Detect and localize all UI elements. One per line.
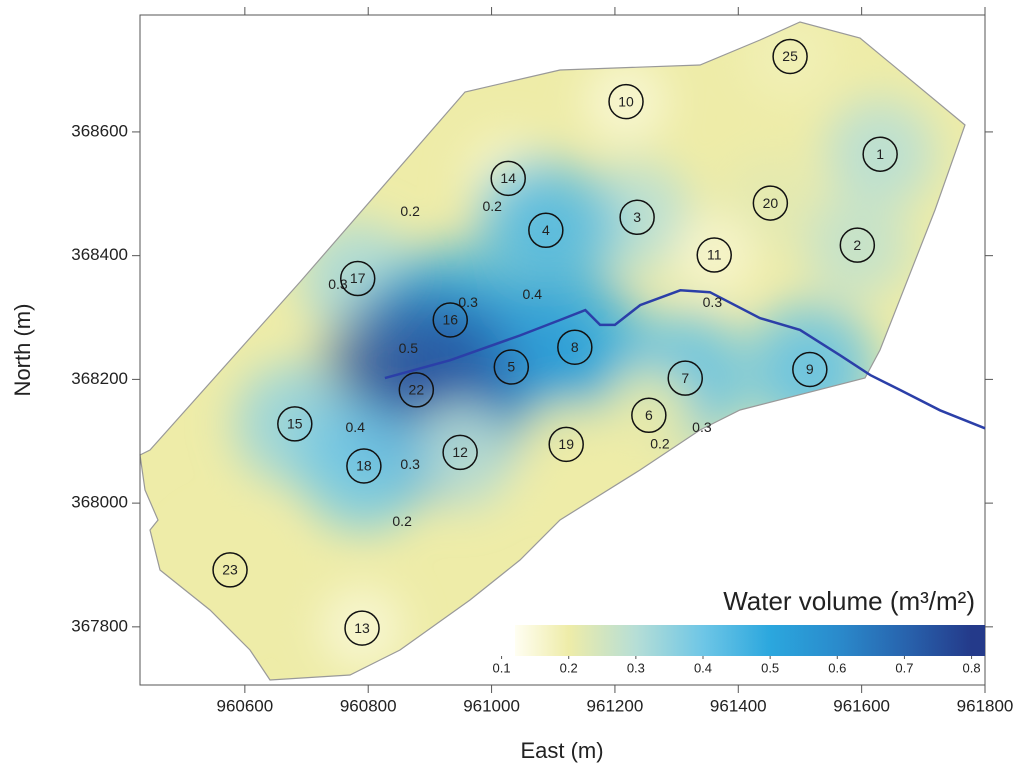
well-marker (528, 212, 564, 249)
x-tick-label: 961000 (463, 696, 520, 715)
well-label: 2 (853, 237, 861, 253)
field (140, 22, 965, 680)
well-label: 11 (707, 247, 722, 263)
y-axis-title: North (m) (10, 304, 35, 397)
colorbar-tick-label: 0.7 (895, 660, 913, 675)
colorbar-tick-label: 0.3 (627, 660, 645, 675)
well-marker (608, 83, 644, 120)
well-marker (792, 351, 828, 388)
x-axis-title: East (m) (520, 738, 603, 763)
area-boundary (139, 21, 966, 681)
well-marker (772, 38, 808, 75)
well-marker (490, 160, 526, 197)
x-tick-label: 960800 (340, 696, 397, 715)
colorbar-tick-label: 0.2 (560, 660, 578, 675)
well-label: 20 (763, 195, 779, 211)
well-label: 5 (507, 359, 515, 375)
x-tick-label: 961800 (957, 696, 1014, 715)
well-marker (631, 397, 667, 434)
contour-label: 0.2 (650, 436, 670, 452)
well-marker (432, 302, 468, 338)
well-label: 14 (500, 170, 516, 186)
well-label: 25 (782, 48, 798, 64)
well-marker (493, 349, 530, 385)
well-label: 1 (876, 146, 884, 162)
well-marker (442, 434, 478, 471)
colorbar (515, 625, 985, 656)
colorbar-tick-label: 0.4 (694, 660, 712, 675)
x-tick-label: 961400 (710, 696, 767, 715)
field-blob (504, 382, 629, 507)
well-label: 19 (558, 436, 574, 452)
colorbar-title: Water volume (m³/m²) (723, 586, 975, 616)
contour-label: 0.3 (458, 294, 478, 310)
well-marker (557, 329, 593, 365)
well-label: 13 (354, 620, 370, 636)
well-label: 22 (409, 382, 425, 398)
well-marker (548, 426, 584, 463)
well-marker (398, 372, 435, 408)
well-marker (344, 610, 380, 646)
well-marker (346, 448, 382, 484)
well-label: 10 (618, 93, 634, 109)
x-tick-label: 961200 (587, 696, 644, 715)
colorbar-tick-label: 0.8 (963, 660, 981, 675)
well-label: 7 (681, 370, 689, 386)
well-marker (339, 260, 376, 297)
well-label: 3 (633, 209, 641, 225)
contour-label: 0.4 (523, 286, 543, 302)
colorbar-tick-label: 0.1 (493, 660, 511, 675)
field-blob (657, 198, 771, 312)
well-marker (752, 185, 789, 221)
well-label: 15 (287, 416, 303, 432)
colorbar-tick-label: 0.6 (828, 660, 846, 675)
field-blob (570, 46, 682, 158)
colorbar-tick-label: 0.5 (761, 660, 779, 675)
plot-frame (139, 14, 986, 686)
well-marker (839, 227, 876, 263)
well-label: 12 (452, 444, 468, 460)
field-blob (279, 381, 448, 550)
well-label: 18 (356, 458, 372, 474)
y-tick-label: 368000 (71, 493, 128, 512)
well-marker (667, 360, 703, 396)
well-marker (619, 199, 655, 236)
contour-label: 0.5 (399, 340, 419, 356)
field-blobs (168, 22, 954, 680)
x-tick-label: 961600 (833, 696, 890, 715)
contour-label: 0.3 (692, 419, 712, 435)
y-tick-label: 368200 (71, 369, 128, 388)
contour-label: 0.2 (400, 203, 420, 219)
well-label: 16 (442, 312, 458, 328)
well-marker (277, 406, 313, 442)
well-label: 6 (645, 407, 653, 423)
contour-label: 0.3 (400, 456, 420, 472)
well-marker (212, 552, 248, 588)
y-tick-label: 367800 (71, 616, 128, 635)
contour-label: 0.2 (392, 513, 412, 529)
field-blob (786, 174, 929, 316)
well-marker (696, 237, 732, 273)
well-marker (862, 136, 898, 172)
well-label: 17 (350, 270, 366, 286)
contour-label: 0.2 (482, 198, 502, 214)
contour-label: 0.4 (346, 419, 366, 435)
well-label: 23 (222, 562, 238, 578)
y-tick-label: 368600 (71, 121, 128, 140)
river (384, 289, 986, 430)
y-tick-label: 368400 (71, 245, 128, 264)
x-tick-label: 960600 (216, 696, 273, 715)
well-label: 8 (571, 339, 579, 355)
contour-label: 0.3 (703, 294, 723, 310)
well-label: 9 (806, 361, 814, 377)
well-label: 4 (542, 222, 550, 238)
